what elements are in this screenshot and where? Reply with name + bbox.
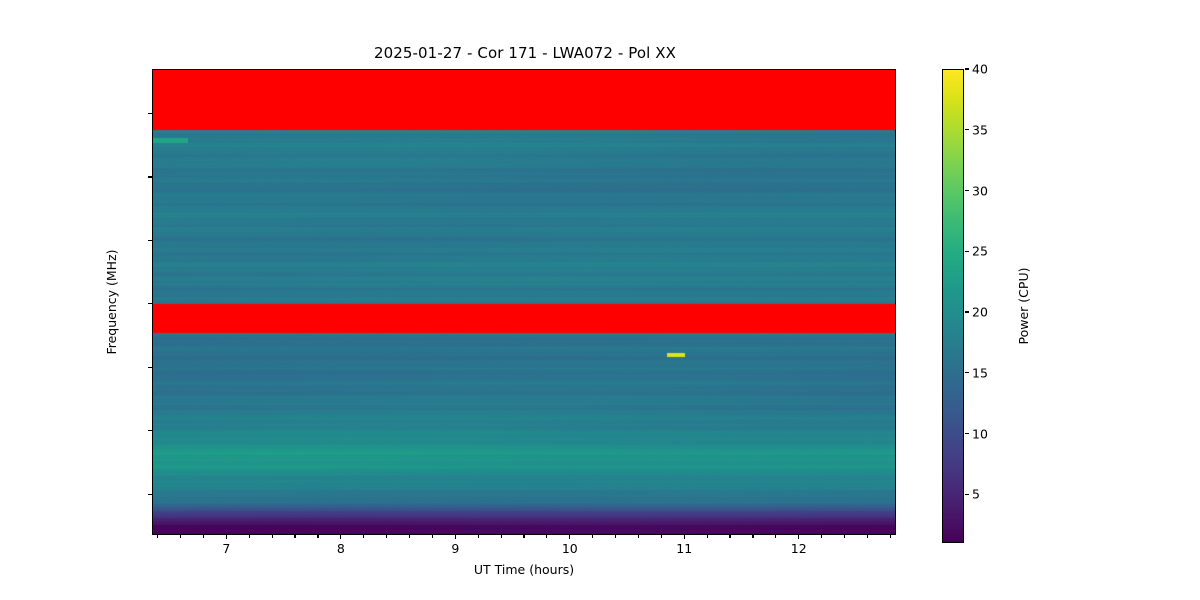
colorbar-tick-label-40: 40 bbox=[972, 61, 988, 77]
x-minor-tick bbox=[775, 535, 777, 538]
x-tick-7 bbox=[225, 535, 227, 539]
x-minor-tick bbox=[294, 535, 296, 538]
colorbar-tick-label-10: 10 bbox=[972, 426, 988, 442]
colorbar-tick-35 bbox=[965, 129, 969, 131]
x-minor-tick bbox=[180, 535, 182, 538]
x-tick-label-12: 12 bbox=[790, 541, 807, 556]
x-tick-label-10: 10 bbox=[561, 541, 578, 556]
colorbar-tick-label-5: 5 bbox=[972, 486, 980, 502]
colorbar-tick-20 bbox=[965, 311, 969, 313]
dynamic-spectrum-image[interactable] bbox=[153, 70, 895, 534]
colorbar-tick-15 bbox=[965, 372, 969, 374]
colorbar-tick-30 bbox=[965, 189, 969, 192]
x-minor-tick bbox=[752, 535, 754, 538]
y-tick-80 bbox=[148, 112, 152, 115]
x-minor-tick bbox=[477, 535, 479, 538]
x-axis-title: UT Time (hours) bbox=[473, 562, 575, 577]
colorbar-tick-40 bbox=[965, 68, 969, 70]
x-minor-tick bbox=[500, 535, 502, 538]
spectrogram-axes[interactable] bbox=[152, 69, 896, 535]
x-minor-tick bbox=[431, 535, 434, 538]
x-tick-8 bbox=[340, 535, 342, 539]
x-minor-tick bbox=[523, 535, 525, 538]
y-tick-60 bbox=[148, 239, 152, 241]
colorbar-tick-label-30: 30 bbox=[972, 183, 988, 199]
x-minor-tick bbox=[889, 535, 891, 538]
colorbar-tick-10 bbox=[965, 433, 969, 435]
colorbar-tick-label-35: 35 bbox=[972, 122, 988, 138]
x-minor-tick bbox=[866, 535, 868, 538]
y-tick-50 bbox=[148, 303, 152, 305]
x-minor-tick bbox=[546, 535, 548, 538]
x-minor-tick bbox=[202, 535, 205, 538]
x-tick-11 bbox=[683, 535, 685, 539]
x-minor-tick bbox=[248, 535, 250, 538]
x-minor-tick bbox=[157, 535, 159, 538]
x-tick-9 bbox=[454, 535, 456, 539]
colorbar-title: Power (CPU) bbox=[1016, 267, 1031, 345]
x-minor-tick bbox=[271, 535, 273, 538]
x-tick-label-8: 8 bbox=[336, 541, 345, 556]
x-minor-tick bbox=[706, 535, 708, 538]
x-minor-tick bbox=[592, 535, 594, 538]
x-minor-tick bbox=[660, 535, 662, 538]
x-minor-tick bbox=[821, 535, 823, 538]
colorbar-tick-5 bbox=[965, 493, 969, 495]
x-minor-tick bbox=[843, 535, 846, 538]
y-tick-70 bbox=[148, 176, 152, 178]
x-tick-label-11: 11 bbox=[676, 541, 693, 556]
x-tick-12 bbox=[798, 535, 800, 539]
y-tick-20 bbox=[148, 493, 152, 495]
page-title: 2025-01-27 - Cor 171 - LWA072 - Pol XX bbox=[373, 44, 677, 62]
x-minor-tick bbox=[614, 535, 617, 538]
colorbar-tick-label-25: 25 bbox=[972, 243, 988, 259]
x-minor-tick bbox=[317, 535, 319, 538]
x-minor-tick bbox=[363, 535, 365, 538]
colorbar-axes[interactable] bbox=[942, 69, 964, 543]
x-minor-tick bbox=[637, 535, 640, 538]
y-tick-40 bbox=[148, 366, 152, 368]
colorbar-tick-25 bbox=[965, 250, 969, 252]
y-axis-title: Frequency (MHz) bbox=[104, 249, 119, 355]
x-tick-label-9: 9 bbox=[451, 541, 460, 556]
colorbar-gradient bbox=[943, 70, 963, 542]
x-minor-tick bbox=[386, 535, 388, 538]
x-tick-10 bbox=[569, 535, 571, 539]
x-tick-label-7: 7 bbox=[222, 541, 231, 556]
colorbar-tick-label-20: 20 bbox=[972, 304, 988, 320]
colorbar-tick-label-15: 15 bbox=[972, 365, 988, 381]
y-tick-30 bbox=[148, 430, 152, 432]
x-minor-tick bbox=[729, 535, 731, 538]
x-minor-tick bbox=[408, 535, 411, 538]
